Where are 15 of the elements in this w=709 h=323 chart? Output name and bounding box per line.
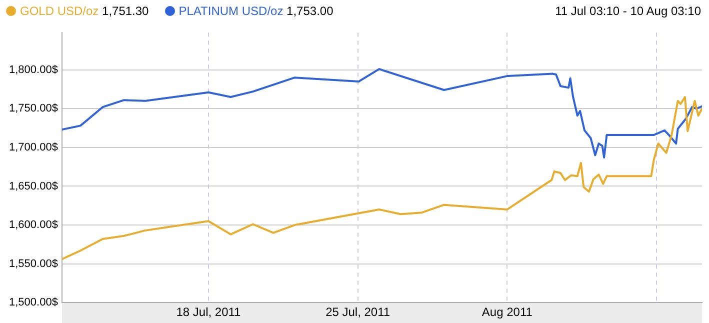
y-tick-label: 1,600.00$ [9,219,58,232]
y-tick-label: 1,650.00$ [9,180,58,192]
text: 1,751.30 [101,4,149,18]
x-tick-label: 18 Jul, 2011 [176,305,242,320]
text: 1,753.00 [286,4,334,18]
x-tick-label: 25 Jul, 2011 [326,305,390,320]
text: 11 Jul 03:10 - 10 Aug 03:10 [555,4,701,18]
x-tick-label: Aug 2011 [482,305,533,320]
legend-label: GOLD USD/oz [20,4,99,18]
y-tick-label: 1,750.00$ [9,102,58,115]
y-tick-label: 1,700.00$ [9,141,58,154]
y-tick-label: 1,550.00$ [9,258,58,270]
y-tick-label: 1,500.00$ [9,296,58,309]
y-tick-label: 1,800.00$ [9,64,58,76]
legend-label: PLATINUM USD/oz [178,4,284,18]
